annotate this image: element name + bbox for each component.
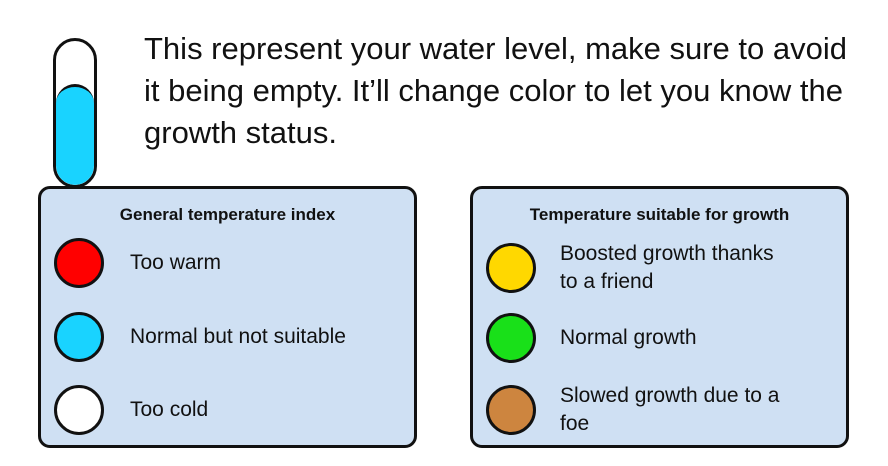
legend-item-too-warm: Too warm [54,238,406,288]
legend-label-line: Boosted growth thanks [560,242,774,265]
legend-label: Normal growth [560,326,697,349]
brown-circle-icon [486,385,536,435]
legend-label: Slowed growth due to a foe [560,382,779,438]
legend-item-normal-growth: Normal growth [486,313,838,363]
yellow-circle-icon [486,243,536,293]
legend-item-normal-not-suitable: Normal but not suitable [54,312,406,362]
legend-item-slowed-growth: Slowed growth due to a foe [486,382,838,438]
growth-temperature-title: Temperature suitable for growth [529,205,790,224]
legend-label: Boosted growth thanks to a friend [560,240,774,296]
legend-label-line: Slowed growth due to a [560,384,780,407]
general-temperature-title: General temperature index [119,205,336,224]
water-level-fill [56,84,94,185]
legend-label-line: to a friend [560,270,654,293]
legend-label: Too warm [130,251,222,274]
legend-item-boosted-growth: Boosted growth thanks to a friend [486,240,838,296]
red-circle-icon [54,238,104,288]
general-temperature-panel: General temperature index Too warm Norma… [38,186,417,448]
legend-item-too-cold: Too cold [54,385,406,435]
legend-label: Too cold [130,398,209,421]
legend-label: Normal but not suitable [130,325,346,348]
cyan-circle-icon [54,312,104,362]
legend-label-line: foe [560,412,590,435]
growth-temperature-panel: Temperature suitable for growth Boosted … [470,186,849,448]
white-circle-icon [54,385,104,435]
green-circle-icon [486,313,536,363]
water-level-description: This represent your water level, make su… [144,31,847,150]
water-level-gauge [53,38,97,188]
